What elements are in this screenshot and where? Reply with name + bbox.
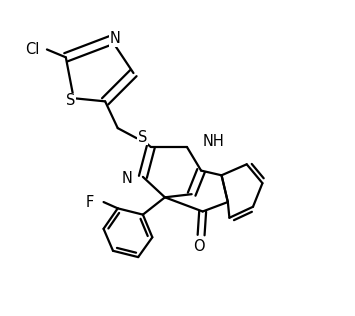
Text: F: F [86,195,94,210]
Text: S: S [66,93,75,108]
Text: NH: NH [203,134,224,149]
Text: Cl: Cl [25,42,39,57]
Text: O: O [193,239,205,254]
Text: S: S [138,130,147,145]
Text: N: N [122,171,133,186]
Text: N: N [110,31,121,46]
